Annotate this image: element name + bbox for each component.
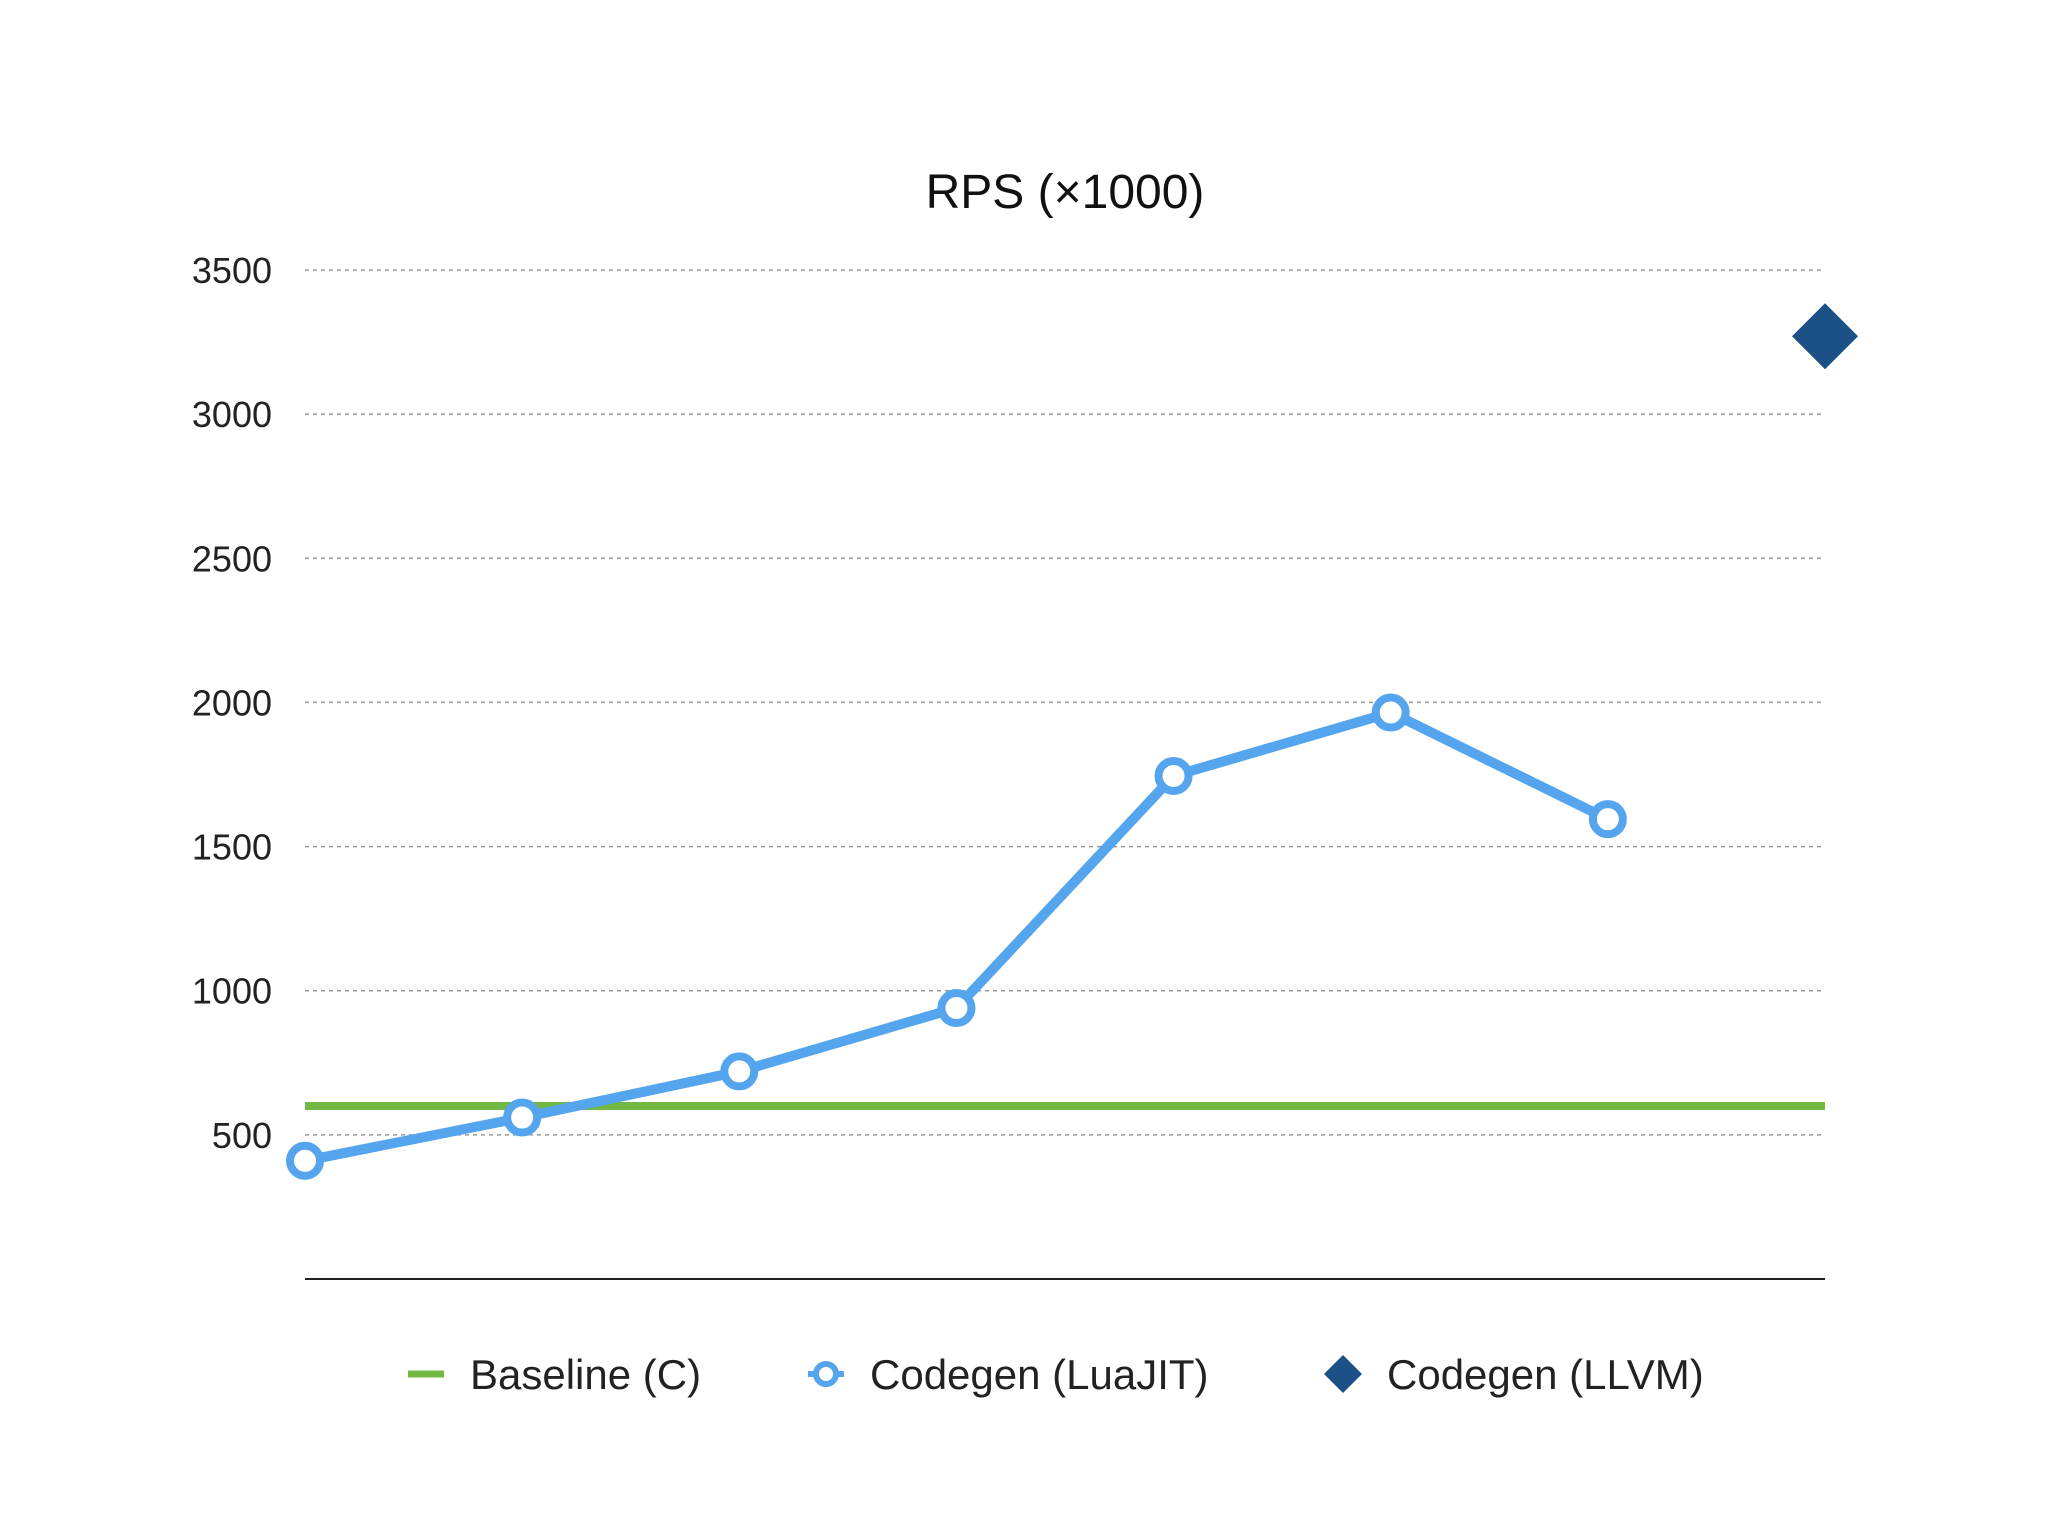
legend-label: Codegen (LLVM) — [1387, 1351, 1704, 1398]
series-line — [304, 707, 1611, 1166]
legend-swatch — [1324, 1355, 1362, 1393]
y-tick-label: 1500 — [192, 827, 272, 868]
data-point — [286, 1141, 324, 1180]
series — [286, 303, 1858, 1180]
series-1 — [286, 693, 1627, 1180]
chart-title: RPS (×1000) — [926, 166, 1205, 219]
legend-marker — [813, 1361, 839, 1387]
data-point — [503, 1098, 542, 1137]
series-2 — [1792, 303, 1858, 370]
legend-label: Baseline (C) — [470, 1351, 701, 1398]
data-point — [720, 1052, 759, 1091]
gridlines — [305, 269, 1825, 1136]
data-point — [1792, 303, 1858, 370]
data-point — [937, 989, 976, 1028]
data-point — [1371, 693, 1410, 732]
y-tick-label: 2000 — [192, 682, 272, 723]
data-point — [1154, 756, 1193, 795]
y-axis-tick-labels: 500 1000 1500 2000 2500 3000 3500 — [192, 250, 272, 1156]
legend-item-1: Codegen (LuaJIT) — [808, 1351, 1209, 1398]
legend: Baseline (C) Codegen (LuaJIT) Codegen (LLV… — [408, 1351, 1704, 1398]
legend-item-0: Baseline (C) — [408, 1351, 701, 1398]
y-tick-label: 3500 — [192, 250, 272, 291]
y-tick-label: 1000 — [192, 971, 272, 1012]
y-tick-label: 500 — [212, 1115, 272, 1156]
y-tick-label: 3000 — [192, 394, 272, 435]
legend-item-2: Codegen (LLVM) — [1324, 1351, 1704, 1398]
y-tick-label: 2500 — [192, 538, 272, 579]
data-point — [1588, 800, 1627, 839]
legend-label: Codegen (LuaJIT) — [870, 1351, 1209, 1398]
